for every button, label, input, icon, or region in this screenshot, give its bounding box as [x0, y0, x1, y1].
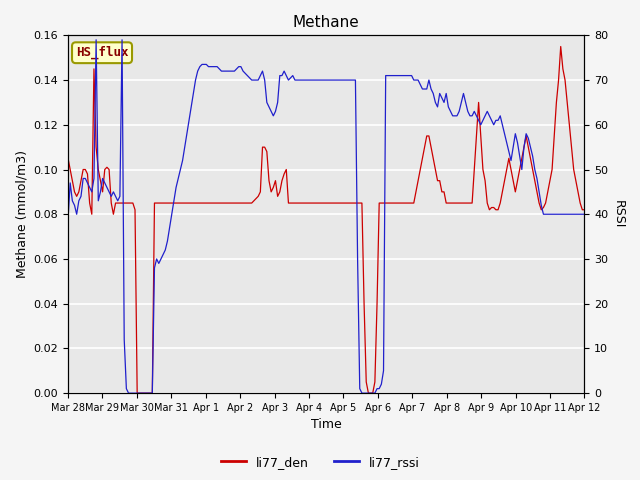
- li77_den: [86, 200, 93, 206]
- li77_rssi: [101, 180, 109, 186]
- li77_den: [133, 390, 141, 396]
- li77_rssi: [244, 72, 252, 78]
- li77_rssi: [86, 184, 93, 190]
- li77_den: [64, 156, 72, 161]
- Legend: li77_den, li77_rssi: li77_den, li77_rssi: [216, 451, 424, 474]
- li77_rssi: [92, 37, 100, 43]
- li77_rssi: [580, 211, 588, 217]
- li77_den: [557, 44, 564, 49]
- Text: HS_flux: HS_flux: [76, 46, 128, 60]
- X-axis label: Time: Time: [311, 419, 342, 432]
- li77_den: [546, 178, 554, 183]
- Y-axis label: RSSI: RSSI: [612, 200, 625, 228]
- Y-axis label: Methane (mmol/m3): Methane (mmol/m3): [15, 150, 28, 278]
- li77_den: [580, 207, 588, 213]
- li77_rssi: [125, 390, 132, 396]
- li77_rssi: [410, 77, 418, 83]
- li77_den: [241, 200, 249, 206]
- Line: li77_rssi: li77_rssi: [68, 40, 584, 393]
- li77_den: [408, 200, 415, 206]
- li77_den: [148, 390, 156, 396]
- Title: Methane: Methane: [293, 15, 360, 30]
- li77_den: [99, 189, 106, 195]
- li77_rssi: [150, 265, 158, 271]
- li77_rssi: [548, 211, 556, 217]
- li77_rssi: [64, 216, 72, 222]
- Line: li77_den: li77_den: [68, 47, 584, 393]
